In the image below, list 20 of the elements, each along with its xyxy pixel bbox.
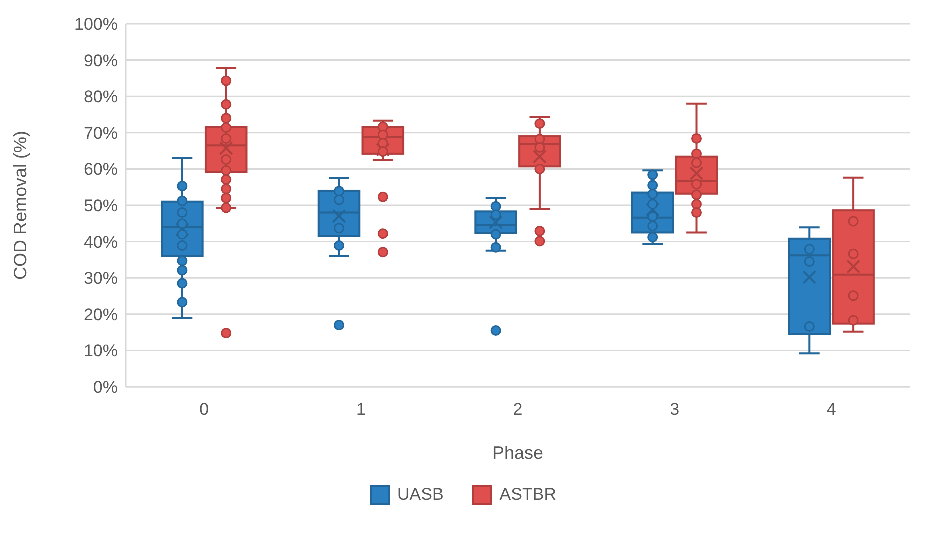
x-tick-label: 1 <box>356 400 366 420</box>
x-tick-label: 2 <box>513 400 523 420</box>
x-tick-label: 3 <box>670 400 680 420</box>
x-axis-title: Phase <box>492 443 544 463</box>
y-axis-title: COD Removal (%) <box>10 130 30 280</box>
y-tick-label: 80% <box>84 88 118 107</box>
legend-label: UASB <box>398 485 444 505</box>
y-tick-label: 60% <box>84 160 118 180</box>
y-tick-label: 30% <box>84 269 118 288</box>
y-tick-label: 40% <box>84 232 118 252</box>
y-tick-label: 20% <box>84 305 118 324</box>
y-tick-label: 10% <box>84 342 118 361</box>
x-tick-label: 0 <box>200 400 210 420</box>
y-tick-label: 0% <box>93 378 118 398</box>
legend-label: ASTBR <box>500 485 556 505</box>
y-tick-label: 50% <box>84 196 118 216</box>
y-tick-label: 70% <box>84 124 118 143</box>
x-tick-label: 4 <box>826 400 836 420</box>
y-tick-label: 100% <box>74 15 118 34</box>
y-tick-label: 90% <box>84 51 118 70</box>
